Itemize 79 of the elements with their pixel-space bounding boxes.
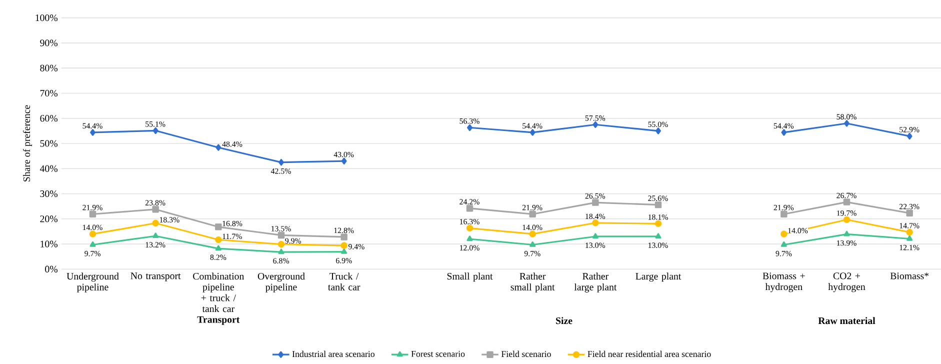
x-tick-label: Overground pipeline: [258, 272, 305, 292]
point: [530, 241, 536, 247]
point: [780, 241, 787, 247]
point: [906, 210, 913, 216]
point: [278, 248, 284, 254]
point: [906, 228, 913, 236]
y-tick-label: 0%: [45, 266, 58, 272]
y-tick-label: 60%: [40, 114, 58, 122]
x-tick-label: Combination pipeline + truck / tank car: [193, 272, 244, 312]
point: [844, 230, 850, 236]
y-tick-label: 80%: [40, 64, 58, 72]
point: [906, 235, 913, 241]
y-axis-title: Share of preference: [22, 105, 32, 182]
x-tick-label: No transport: [130, 272, 181, 282]
point: [90, 128, 96, 136]
legend-label: Field near residential area scenario: [588, 350, 711, 357]
x-tick-label: CO2 + hydrogen: [828, 272, 866, 292]
point: [592, 219, 599, 226]
point: [780, 230, 788, 238]
x-tick-label: Large plant: [636, 272, 682, 282]
point: [152, 220, 159, 226]
x-tick-label: Rather large plant: [574, 272, 617, 292]
text: Raw material: [818, 317, 876, 324]
point: [843, 216, 850, 223]
y-tick-label: 40%: [40, 165, 58, 172]
point: [466, 236, 473, 242]
point: [152, 232, 159, 238]
legend-label: Forest scenario: [411, 350, 465, 357]
point: [90, 241, 96, 247]
text: Transport: [197, 316, 240, 325]
point: [780, 210, 788, 218]
point: [341, 158, 347, 164]
point: [654, 220, 662, 227]
point: [215, 236, 222, 244]
point: [654, 201, 662, 208]
x-tick-label: Underground pipeline: [66, 272, 119, 292]
x-tick-label: Truck / tank car: [328, 272, 360, 290]
text: Size: [556, 317, 572, 324]
y-tick-label: 70%: [40, 90, 58, 96]
point: [844, 120, 850, 127]
point: [592, 121, 598, 128]
point: [152, 127, 158, 134]
point: [152, 206, 159, 213]
point: [592, 199, 599, 206]
y-tick-label: 100%: [36, 14, 58, 22]
point: [89, 210, 96, 218]
point: [592, 233, 598, 238]
point: [278, 232, 285, 239]
point: [215, 223, 222, 230]
y-tick-label: 90%: [40, 40, 58, 46]
point: [340, 242, 348, 249]
point: [216, 144, 222, 151]
point: [467, 124, 472, 131]
point: [529, 230, 536, 238]
y-tick-label: 10%: [40, 240, 58, 248]
x-tick-label: Small plant: [447, 272, 493, 282]
y-tick-label: 20%: [40, 215, 58, 222]
point: [529, 210, 536, 218]
legend-label: Industrial area scenario: [292, 350, 374, 357]
point: [655, 233, 662, 238]
x-tick-label: Biomass + hydrogen: [762, 272, 805, 292]
point: [89, 230, 96, 238]
point: [781, 128, 787, 136]
x-tick-label: Biomass*: [890, 272, 929, 280]
point: [466, 224, 474, 232]
legend-label: Field scenario: [501, 350, 551, 357]
point: [466, 204, 474, 212]
y-tick-label: 30%: [40, 190, 58, 198]
point: [341, 248, 348, 254]
x-tick-label: Rather small plant: [510, 272, 555, 292]
point: [906, 132, 912, 140]
point: [215, 245, 222, 251]
point: [656, 127, 661, 134]
point: [278, 240, 285, 248]
point: [530, 128, 536, 136]
point: [278, 158, 284, 166]
point: [843, 198, 850, 206]
y-tick-label: 50%: [40, 140, 58, 147]
point: [340, 234, 348, 240]
